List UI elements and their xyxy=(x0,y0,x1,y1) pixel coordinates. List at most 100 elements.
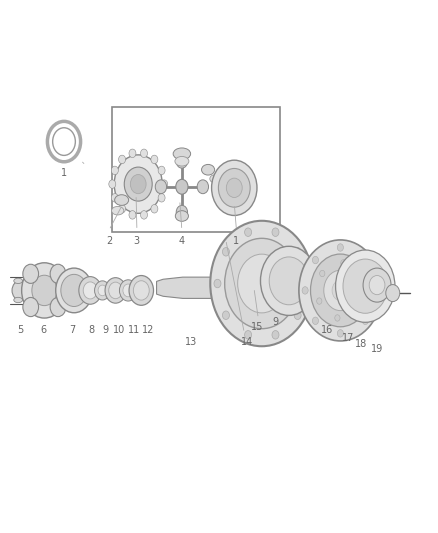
Text: 19: 19 xyxy=(371,344,383,353)
Text: 5: 5 xyxy=(17,325,24,335)
Circle shape xyxy=(155,180,166,193)
Text: 14: 14 xyxy=(241,337,254,346)
Circle shape xyxy=(362,256,368,264)
Circle shape xyxy=(337,329,343,337)
Circle shape xyxy=(294,311,301,319)
Circle shape xyxy=(151,205,158,213)
Circle shape xyxy=(294,247,301,256)
Circle shape xyxy=(244,330,251,339)
Circle shape xyxy=(336,250,395,322)
Circle shape xyxy=(176,205,187,219)
Circle shape xyxy=(83,282,97,299)
Circle shape xyxy=(79,277,102,304)
Circle shape xyxy=(105,278,126,303)
Circle shape xyxy=(302,287,308,294)
Circle shape xyxy=(359,277,364,283)
Circle shape xyxy=(129,211,136,219)
Circle shape xyxy=(244,228,251,237)
Circle shape xyxy=(337,244,343,251)
Text: 12: 12 xyxy=(142,325,155,335)
Circle shape xyxy=(141,149,148,158)
Circle shape xyxy=(225,238,299,329)
Text: 16: 16 xyxy=(321,325,333,335)
Circle shape xyxy=(223,247,230,256)
Circle shape xyxy=(362,317,368,325)
Circle shape xyxy=(317,298,322,304)
Ellipse shape xyxy=(201,165,215,175)
Text: 1: 1 xyxy=(61,167,67,177)
Circle shape xyxy=(210,221,313,346)
Circle shape xyxy=(214,279,221,288)
Text: 13: 13 xyxy=(184,337,197,346)
Text: 18: 18 xyxy=(355,340,367,349)
Circle shape xyxy=(32,275,57,305)
Text: 8: 8 xyxy=(88,325,94,335)
Circle shape xyxy=(158,193,165,202)
Circle shape xyxy=(238,254,286,313)
Bar xyxy=(112,107,280,232)
Circle shape xyxy=(320,270,325,277)
Circle shape xyxy=(226,178,242,198)
Text: 9: 9 xyxy=(102,325,109,335)
Circle shape xyxy=(109,282,122,298)
Ellipse shape xyxy=(210,175,218,182)
Circle shape xyxy=(133,281,149,300)
Circle shape xyxy=(343,259,388,313)
Text: 17: 17 xyxy=(342,333,354,343)
Circle shape xyxy=(95,281,110,300)
Circle shape xyxy=(261,246,317,316)
Circle shape xyxy=(269,257,308,305)
Circle shape xyxy=(114,155,162,213)
Circle shape xyxy=(50,297,66,317)
Circle shape xyxy=(312,317,318,325)
Circle shape xyxy=(324,270,357,311)
Circle shape xyxy=(119,205,126,213)
Circle shape xyxy=(176,155,187,168)
Circle shape xyxy=(176,179,188,194)
Circle shape xyxy=(124,167,152,201)
Ellipse shape xyxy=(14,278,22,284)
Ellipse shape xyxy=(173,148,191,160)
Circle shape xyxy=(123,284,134,297)
Circle shape xyxy=(131,174,146,193)
Circle shape xyxy=(219,168,250,207)
Circle shape xyxy=(50,264,66,284)
Circle shape xyxy=(111,166,118,175)
Text: 10: 10 xyxy=(113,325,126,335)
Circle shape xyxy=(151,155,158,164)
Circle shape xyxy=(109,180,116,188)
Ellipse shape xyxy=(175,211,188,221)
Circle shape xyxy=(341,260,346,266)
Polygon shape xyxy=(156,277,254,298)
Text: 11: 11 xyxy=(128,325,140,335)
Circle shape xyxy=(272,330,279,339)
Circle shape xyxy=(12,281,28,300)
Circle shape xyxy=(23,264,39,284)
Ellipse shape xyxy=(112,206,124,215)
Circle shape xyxy=(332,280,349,301)
Circle shape xyxy=(119,155,126,164)
Ellipse shape xyxy=(115,195,129,205)
Circle shape xyxy=(158,166,165,175)
Circle shape xyxy=(161,180,168,188)
Text: 2: 2 xyxy=(107,236,113,246)
Circle shape xyxy=(363,268,391,302)
Circle shape xyxy=(56,268,92,313)
Circle shape xyxy=(303,279,310,288)
Circle shape xyxy=(129,276,153,305)
Circle shape xyxy=(23,297,39,317)
Text: 4: 4 xyxy=(179,236,185,246)
Circle shape xyxy=(335,315,340,321)
Circle shape xyxy=(223,311,230,319)
Circle shape xyxy=(356,304,361,311)
Text: 3: 3 xyxy=(133,236,139,246)
Text: 9: 9 xyxy=(273,317,279,327)
Text: 15: 15 xyxy=(251,322,264,332)
Text: 6: 6 xyxy=(40,325,46,335)
Circle shape xyxy=(369,276,385,295)
Circle shape xyxy=(120,280,137,301)
Circle shape xyxy=(98,285,107,296)
Circle shape xyxy=(111,193,118,202)
Circle shape xyxy=(373,287,379,294)
Circle shape xyxy=(141,211,148,219)
